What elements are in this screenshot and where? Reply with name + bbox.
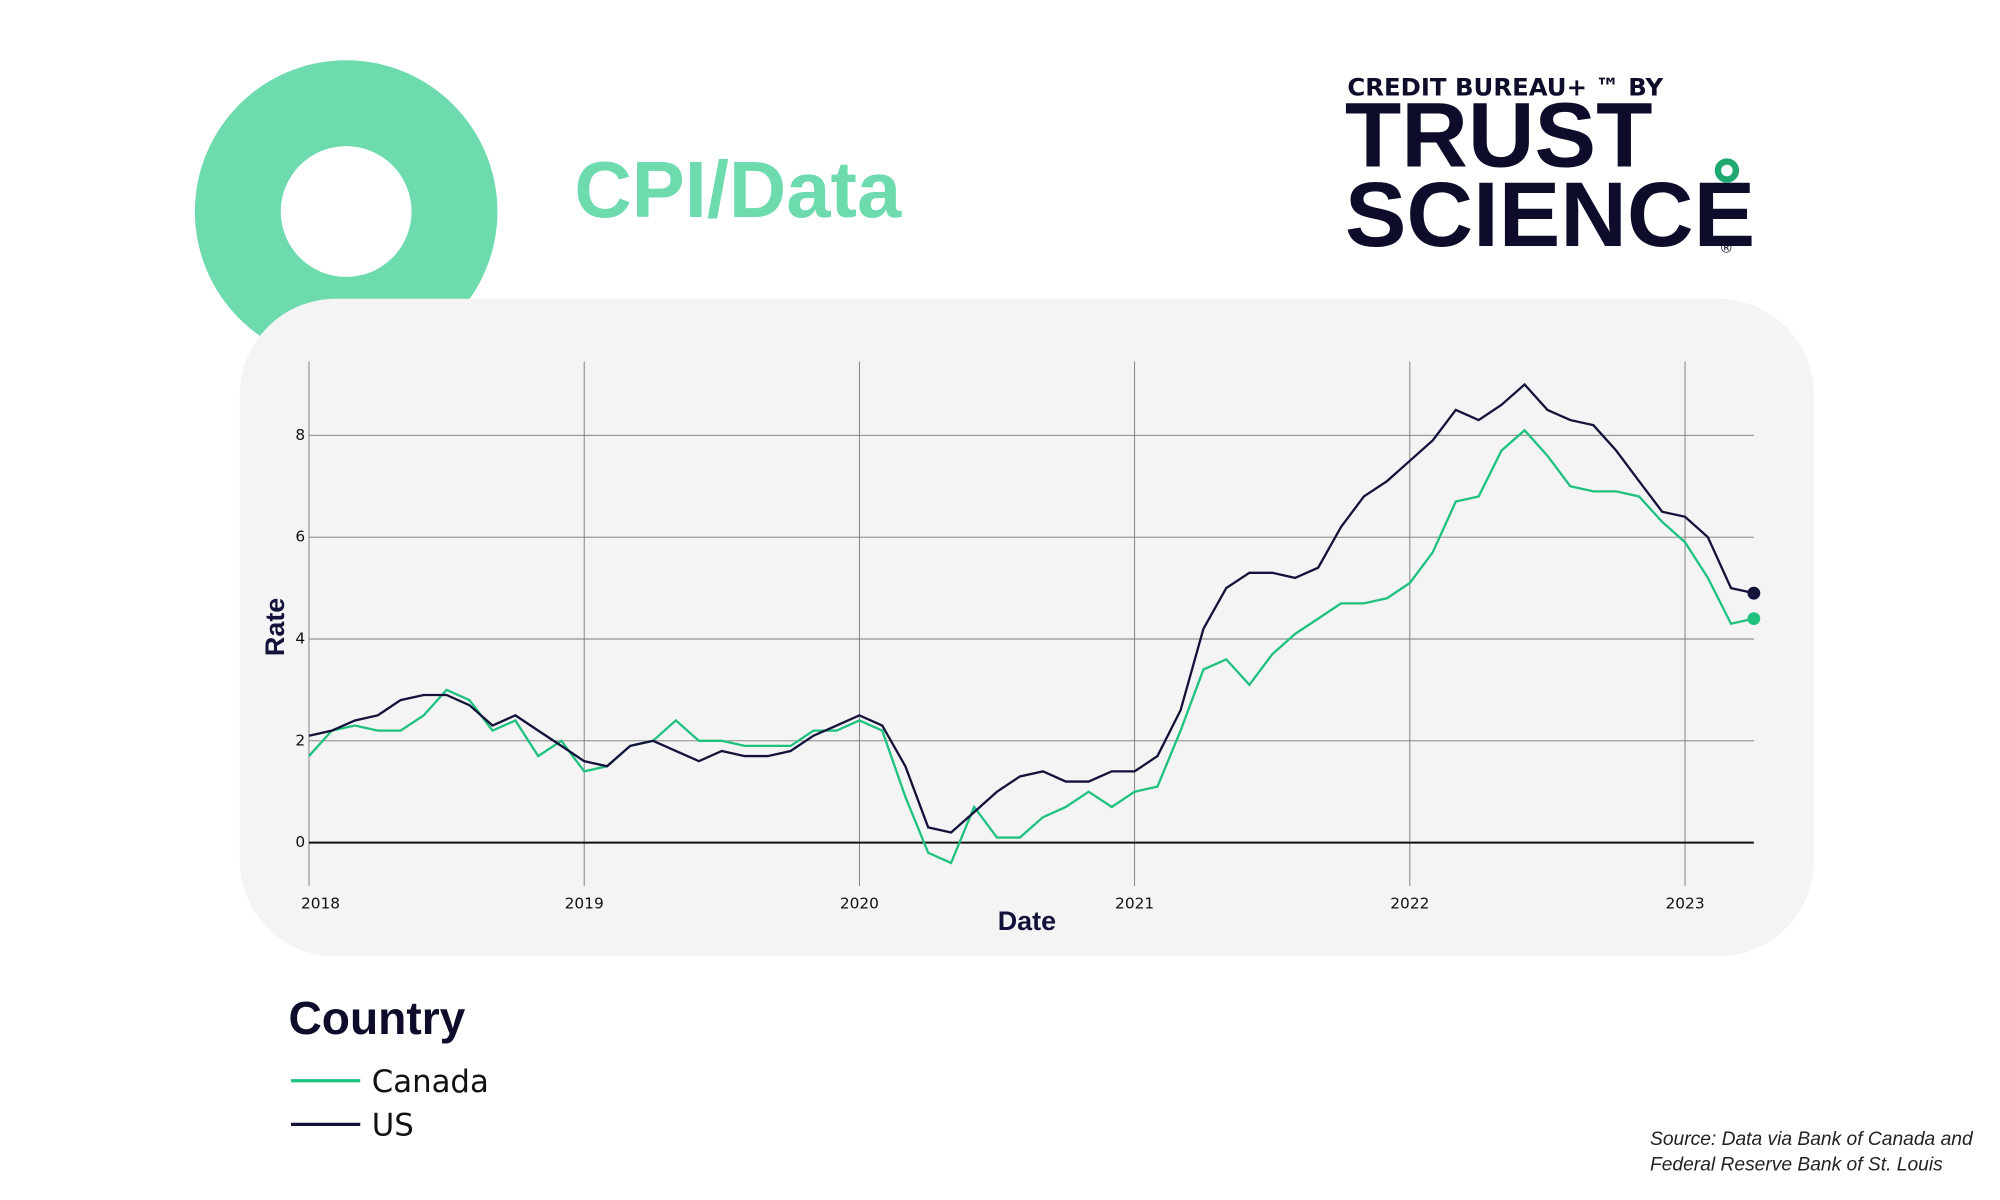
x-tick-label: 2023 <box>1665 894 1704 912</box>
y-tick-label: 8 <box>295 426 305 444</box>
legend-title: Country <box>288 992 465 1044</box>
x-tick-label: 2020 <box>840 894 879 912</box>
logo-science: SCIENCE <box>1345 162 1755 266</box>
source-note: Federal Reserve Bank of St. Louis <box>1650 1154 1943 1175</box>
x-tick-label: 2022 <box>1390 894 1429 912</box>
end-point <box>1747 586 1761 600</box>
chart-title: CPI/Data <box>574 145 902 234</box>
x-tick-label: 2019 <box>565 894 604 912</box>
logo-trust: TRUST <box>1345 83 1653 187</box>
logo-tagline: CREDIT BUREAU+ ™ BY <box>1347 72 1663 101</box>
y-axis-label: Rate <box>260 598 290 656</box>
chart-panel <box>239 298 1815 957</box>
logo-registered: ® <box>1719 241 1733 257</box>
brand-ring-hole <box>280 146 412 277</box>
x-tick-label: 2021 <box>1115 894 1154 912</box>
y-tick-label: 4 <box>295 629 305 647</box>
x-axis-label: Date <box>998 906 1056 936</box>
y-tick-label: 0 <box>295 833 305 851</box>
series-line <box>308 382 1755 834</box>
x-tick-label: 2018 <box>301 894 340 912</box>
logo-dot <box>1714 158 1740 183</box>
source-note: Source: Data via Bank of Canada and <box>1650 1129 1974 1150</box>
y-tick-label: 2 <box>295 731 305 749</box>
legend-label: US <box>372 1107 414 1143</box>
legend-label: Canada <box>372 1064 489 1100</box>
series-line <box>308 428 1755 865</box>
y-tick-label: 6 <box>295 528 305 546</box>
end-point <box>1747 612 1761 626</box>
